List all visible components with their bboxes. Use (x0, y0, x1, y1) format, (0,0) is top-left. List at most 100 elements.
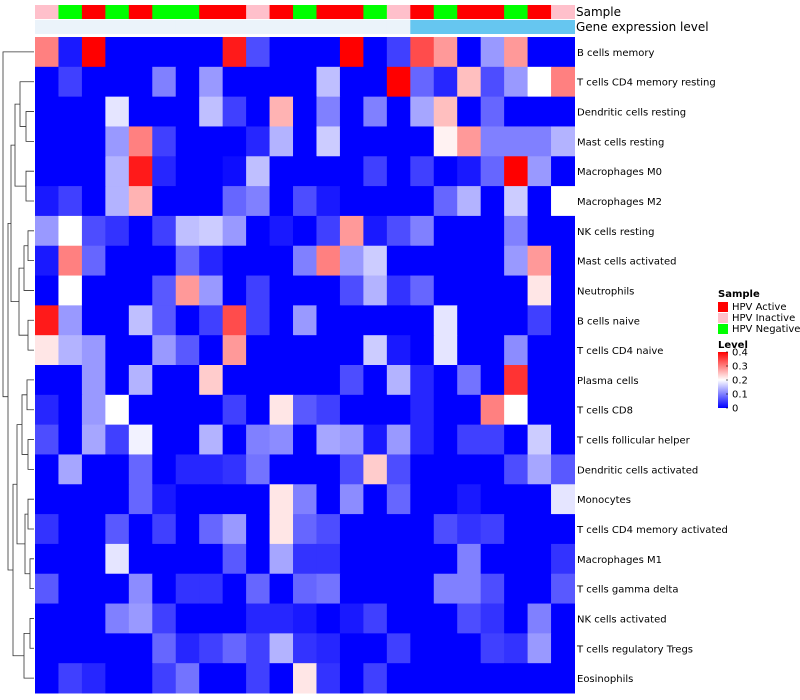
heatmap-cell (386, 573, 411, 605)
heatmap-cell (363, 245, 388, 277)
heatmap-cell (504, 394, 529, 426)
heatmap-cell (152, 275, 177, 306)
heatmap-cell (551, 245, 575, 277)
heatmap-cell (527, 365, 552, 396)
heatmap-cell (504, 633, 529, 664)
heatmap-cell (152, 454, 177, 485)
heatmap-cell (293, 365, 317, 396)
heatmap-cell (35, 156, 59, 187)
heatmap-cell (433, 186, 458, 217)
heatmap-cell (222, 186, 247, 217)
heatmap-cell (504, 543, 529, 575)
heatmap-cell (386, 424, 411, 455)
heatmap-cell (316, 603, 341, 634)
heatmap-cell (58, 245, 83, 277)
heatmap-cell (480, 603, 505, 634)
heatmap-cell (433, 394, 458, 426)
heatmap-cell (58, 305, 83, 336)
heatmap-cell (410, 245, 435, 277)
annotation-expression-cell (316, 20, 341, 34)
annotation-sample-cell (128, 5, 153, 19)
heatmap-cell (269, 275, 294, 306)
heatmap-cell (199, 603, 224, 634)
heatmap-cell (152, 126, 177, 157)
heatmap-cell (433, 573, 458, 605)
heatmap-cell (551, 305, 575, 336)
heatmap-cell (58, 663, 83, 694)
heatmap-cell (504, 186, 529, 217)
heatmap-cell (199, 66, 224, 98)
heatmap-cell (457, 305, 482, 336)
legend-item-label: HPV Active (732, 302, 787, 313)
heatmap-cell (35, 305, 59, 336)
heatmap-cell (152, 245, 177, 277)
heatmap-cell (339, 633, 364, 664)
column-annotations (35, 5, 575, 34)
heatmap-cell (551, 603, 575, 634)
heatmap-cell (81, 633, 106, 664)
heatmap-cell (457, 66, 482, 98)
heatmap-cell (410, 66, 435, 98)
heatmap-cell (58, 365, 83, 396)
heatmap-cell (339, 484, 364, 515)
row-label: Dendritic cells resting (577, 108, 686, 119)
heatmap-cell (551, 365, 575, 396)
heatmap-cell (527, 484, 552, 515)
heatmap-cell (386, 394, 411, 426)
heatmap-cell (527, 543, 552, 575)
heatmap-cell (293, 543, 317, 575)
dendrogram-branch (25, 170, 34, 202)
heatmap-cell (222, 335, 247, 366)
annotation-expression-cell (199, 20, 224, 34)
heatmap-cell (269, 394, 294, 426)
heatmap-cell (293, 126, 317, 157)
heatmap-cell (457, 454, 482, 485)
heatmap-cell (246, 424, 271, 455)
row-label: T cells gamma delta (576, 585, 678, 596)
annotation-label-expression: Gene expression level (576, 20, 709, 34)
heatmap-cell (105, 603, 130, 634)
heatmap-cell (58, 37, 83, 68)
heatmap-cell (551, 573, 575, 605)
heatmap-cell (222, 245, 247, 277)
heatmap-cell (81, 275, 106, 306)
heatmap-cell (222, 663, 247, 694)
heatmap-cell (386, 603, 411, 634)
heatmap-cell (199, 454, 224, 485)
heatmap-cell (175, 245, 200, 277)
heatmap-cell (269, 126, 294, 157)
heatmap-cell (128, 156, 153, 187)
dendrogram-branch (24, 513, 30, 575)
heatmap-cell (457, 186, 482, 217)
heatmap-cell (386, 275, 411, 306)
heatmap-cell (363, 96, 388, 127)
heatmap-cell (128, 96, 153, 127)
heatmap-cell (410, 305, 435, 336)
heatmap-cell (316, 66, 341, 98)
row-label: Eosinophils (577, 674, 633, 685)
heatmap-cell (222, 424, 247, 455)
heatmap-cell (316, 514, 341, 545)
heatmap-cell (504, 484, 529, 515)
heatmap-cell (81, 424, 106, 455)
heatmap-cell (152, 186, 177, 217)
heatmap-cell (246, 543, 271, 575)
annotation-expression-cell (175, 20, 200, 34)
annotation-sample-cell (246, 5, 271, 19)
heatmap-cell (480, 394, 505, 426)
heatmap-cell (175, 305, 200, 336)
heatmap-cell (386, 335, 411, 366)
heatmap-cell (316, 543, 341, 575)
heatmap-cell (128, 573, 153, 605)
heatmap-cell (339, 663, 364, 694)
row-label: Mast cells activated (577, 257, 676, 268)
row-label: T cells follicular helper (576, 436, 691, 447)
heatmap-cell (269, 633, 294, 664)
heatmap-cell (81, 245, 106, 277)
heatmap-cell (480, 37, 505, 68)
annotation-expression-cell (363, 20, 388, 34)
heatmap-cell (152, 424, 177, 455)
heatmap-cell (339, 543, 364, 575)
heatmap-cell (246, 96, 271, 127)
